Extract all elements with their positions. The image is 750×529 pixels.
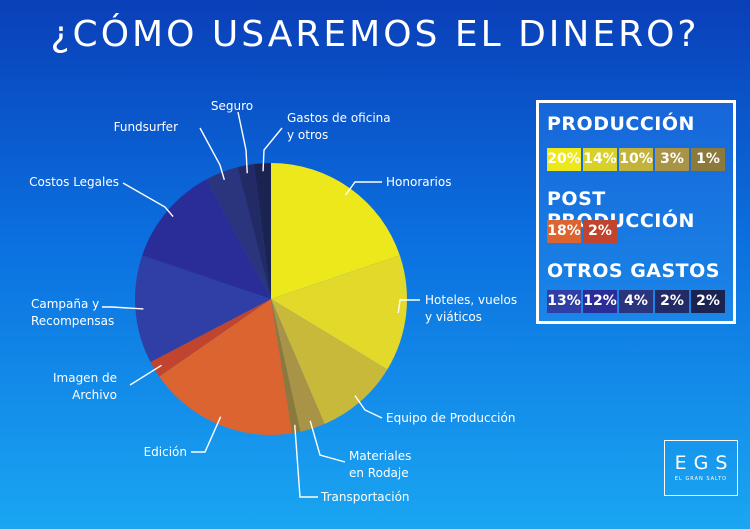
legend-box: 2% [583, 220, 617, 243]
leader-line [129, 364, 162, 386]
leader-line [122, 182, 174, 218]
legend-box: 18% [547, 220, 581, 243]
pie-slice [271, 299, 325, 432]
pie-slice [271, 163, 400, 299]
leader-line [191, 416, 222, 453]
legend-group-title-produccion: PRODUCCIÓN [547, 113, 695, 135]
pie-slice [271, 299, 301, 434]
legend-box: 2% [655, 290, 689, 313]
legend-box: 2% [691, 290, 725, 313]
legend-box: 14% [583, 148, 617, 171]
page-title: ¿CÓMO USAREMOS EL DINERO? [50, 14, 700, 55]
legend-boxes-produccion: 20% 14% 10% 3% 1% [547, 148, 727, 171]
pie-slice [135, 255, 271, 363]
leader-line [294, 424, 318, 498]
legend-panel: PRODUCCIÓN 20% 14% 10% 3% 1% POST PRODUC… [536, 100, 736, 324]
leader-line [397, 299, 420, 314]
slice-label: Transportación [320, 490, 410, 504]
slice-label: Materiales en Rodaje [349, 449, 411, 480]
leader-line [262, 127, 283, 172]
legend-box: 1% [691, 148, 725, 171]
slice-label: Costos Legales [29, 175, 119, 189]
pie-slice [150, 299, 271, 377]
slice-label: Imagen de Archivo [53, 371, 117, 402]
pie-slice [237, 164, 271, 299]
pie-slice [159, 299, 293, 436]
legend-box: 12% [583, 290, 617, 313]
leader-line [237, 111, 248, 174]
legend-box: 4% [619, 290, 653, 313]
pie-slice [142, 179, 271, 299]
pie-slice [254, 163, 271, 299]
slice-label: Hoteles, vuelos y viáticos [425, 293, 517, 324]
legend-box: 20% [547, 148, 581, 171]
slice-label: Campaña y Recompensas [31, 297, 114, 328]
logo-subtitle: EL GRAN SALTO [674, 476, 728, 482]
legend-boxes-post-produccion: 18% 2% [547, 220, 619, 243]
legend-group-title-otros-gastos: OTROS GASTOS [547, 260, 720, 282]
leader-line [354, 395, 383, 419]
slice-label: Equipo de Producción [386, 411, 515, 425]
slice-label: Honorarios [386, 175, 451, 189]
pie-slice [206, 167, 271, 299]
leader-line [199, 127, 225, 181]
legend-box: 10% [619, 148, 653, 171]
leader-line [102, 306, 144, 310]
leader-line [345, 181, 382, 196]
pie-slice [271, 255, 407, 370]
leader-line [309, 420, 346, 463]
slice-label: Edición [144, 445, 187, 459]
slice-label: Gastos de oficina y otros [287, 111, 391, 142]
pie-slice [271, 299, 388, 425]
slice-label: Seguro [211, 99, 253, 113]
legend-boxes-otros-gastos: 13% 12% 4% 2% 2% [547, 290, 727, 313]
slice-label: Fundsurfer [114, 120, 178, 134]
legend-box: 13% [547, 290, 581, 313]
egs-logo: EGS EL GRAN SALTO [664, 440, 738, 496]
legend-box: 3% [655, 148, 689, 171]
logo-mark: EGS [674, 452, 735, 474]
